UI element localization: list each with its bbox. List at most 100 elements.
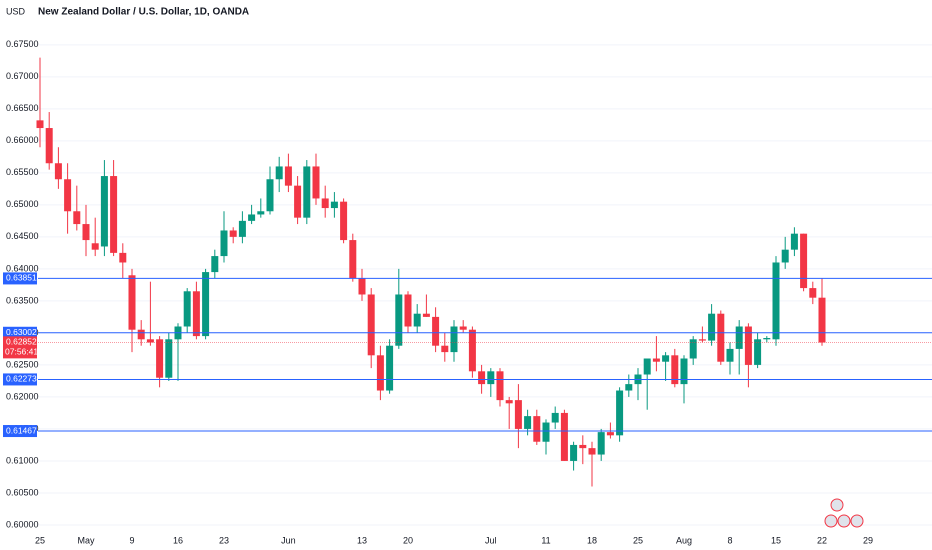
candle-body [735,326,743,349]
candle-body [726,348,734,362]
candle-body [284,166,292,186]
x-tick-label: May [77,535,95,545]
countdown: 07:56:41 [5,347,38,357]
level-label-box [3,373,37,386]
candle-body [588,448,596,455]
candle-body [487,371,495,385]
candle-body [450,326,458,353]
candle-body [551,412,559,423]
candle-body [119,252,127,263]
x-tick-label: 25 [35,535,45,545]
flag [837,514,851,528]
candle-body [100,176,108,247]
level-label-box [3,425,37,438]
candle-body [192,291,200,337]
candle-body [73,211,81,225]
candle-body [772,262,780,340]
candle-body [257,211,265,215]
candle-body [524,416,532,429]
y-tick-label: 0.60000 [6,519,39,529]
candle-body [395,294,403,346]
currency-label: USD [6,6,26,16]
x-tick-label: 25 [633,535,643,545]
level-label: 0.63851 [6,273,37,283]
candle-body [708,313,716,341]
candle-body [156,339,164,378]
candle-body [800,233,808,289]
candle-body [422,313,430,317]
candle-body [367,294,375,356]
candle-body [165,339,173,378]
candle-body [128,275,136,330]
candle-body [441,345,449,353]
candle-body [496,371,504,401]
x-tick-label: 9 [129,535,134,545]
candle-body [625,384,633,391]
x-tick-label: 16 [173,535,183,545]
candle-body [238,220,246,237]
event-flags [824,498,864,528]
candle-body [662,355,670,362]
y-tick-label: 0.60500 [6,487,39,497]
y-tick-label: 0.62000 [6,391,39,401]
y-tick-label: 0.64500 [6,231,39,241]
candle-body [560,412,568,461]
candle-body [671,355,679,385]
candle-body [202,272,210,337]
x-tick-label: 18 [587,535,597,545]
candle-body [349,240,357,279]
y-tick-label: 0.63500 [6,295,39,305]
y-tick-label: 0.65000 [6,199,39,209]
candle-body [110,176,118,253]
y-tick-label: 0.67000 [6,71,39,81]
x-tick-label: Jun [281,535,296,545]
candle-body [82,224,90,241]
candle-body [468,329,476,372]
candle-body [358,278,366,295]
candle-body [505,400,513,404]
level-label-box [3,272,37,285]
candle-body [478,371,486,385]
candle-body [818,297,826,343]
x-tick-label: Aug [676,535,692,545]
y-tick-label: 0.67500 [6,39,39,49]
candle-body [248,214,256,221]
y-tick-label: 0.64000 [6,263,39,273]
last-price-box [3,336,37,359]
y-tick-label: 0.62500 [6,359,39,369]
x-tick-label: 23 [219,535,229,545]
candle-body [266,179,274,212]
candle-body [220,230,228,257]
candle-body [229,230,237,237]
x-tick-label: 11 [541,535,550,545]
candle-body [763,338,771,340]
candle-body [64,179,72,212]
candle-body [294,185,302,218]
candle-body [689,339,697,359]
candle-body [386,345,394,391]
candle-body [781,249,789,263]
level-label: 0.62273 [6,374,37,384]
candle-body [698,339,706,341]
candle-body [597,432,605,455]
x-tick-label: Jul [485,535,497,545]
y-tick-label: 0.66000 [6,135,39,145]
x-tick-label: 13 [357,535,367,545]
candle-body [643,358,651,375]
candle-body [432,316,440,346]
candle-body [790,233,798,250]
candle-body [303,166,311,218]
flag [824,514,838,528]
candle-body [146,339,154,343]
y-tick-label: 0.65500 [6,167,39,177]
y-tick-label: 0.66500 [6,103,39,113]
candle-body [183,291,191,327]
candle-body [312,166,320,199]
candle-body [809,288,817,298]
x-tick-label: 15 [771,535,781,545]
x-tick-label: 8 [727,535,732,545]
candle-body [91,243,99,250]
candle-body [606,432,614,436]
